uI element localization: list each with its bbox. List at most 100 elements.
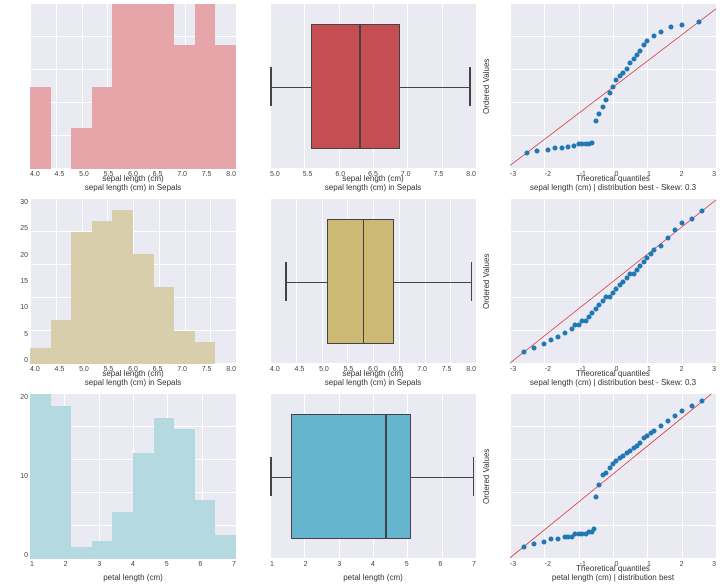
qq-point xyxy=(672,228,677,233)
hist-bar xyxy=(51,406,72,559)
qq-point xyxy=(559,146,564,151)
qq-point xyxy=(696,19,701,24)
qq-point xyxy=(592,527,597,532)
hist-bar xyxy=(112,4,133,169)
qq-ylabel: Ordered Values xyxy=(482,394,494,559)
qqplot-row0: -3-2-10123Theoretical quantilessepal len… xyxy=(480,0,720,195)
hist-bar xyxy=(112,512,133,559)
hist-bar xyxy=(133,254,154,364)
histogram-row0: 4.04.55.05.56.06.57.07.58.0sepal length … xyxy=(0,0,240,195)
hist-bar xyxy=(51,320,72,364)
qq-point xyxy=(659,29,664,34)
chart-grid: 4.04.55.05.56.06.57.07.58.0sepal length … xyxy=(0,0,720,585)
qq-point xyxy=(679,22,684,27)
qq-point xyxy=(669,25,674,30)
qq-point xyxy=(679,220,684,225)
box xyxy=(327,219,394,344)
hist-bar xyxy=(71,128,92,169)
qq-point xyxy=(638,48,643,53)
qqplot-row1: -3-2-10123Theoretical quantilessepal len… xyxy=(480,195,720,390)
qq-point xyxy=(532,346,537,351)
qq-point xyxy=(689,216,694,221)
qq-point xyxy=(665,419,670,424)
hist-bar xyxy=(71,547,92,559)
hist-bar xyxy=(195,4,216,169)
qq-point xyxy=(624,66,629,71)
qq-point xyxy=(652,428,657,433)
qq-point xyxy=(652,33,657,38)
qq-point xyxy=(645,39,650,44)
hist-bar xyxy=(92,541,113,559)
qq-point xyxy=(604,470,609,475)
qq-point xyxy=(700,208,705,213)
hist-bar xyxy=(30,394,51,559)
box-xlabel: petal length (cm) xyxy=(270,574,476,583)
hist-bar xyxy=(92,87,113,170)
hist-bar xyxy=(195,342,216,364)
qq-point xyxy=(542,539,547,544)
qq-xlabel: Theoretical quantilessepal length (cm) |… xyxy=(510,370,716,388)
hist-bar xyxy=(133,453,154,559)
hist-bar xyxy=(30,87,51,170)
hist-xlabel: sepal length (cm)sepal length (cm) in Se… xyxy=(30,175,236,193)
qq-point xyxy=(542,342,547,347)
box xyxy=(311,24,400,149)
boxplot-row2: 1234567petal length (cm) xyxy=(240,390,480,585)
qq-point xyxy=(600,105,605,110)
box-xlabel: sepal length (cm)sepal length (cm) in Se… xyxy=(270,175,476,193)
qq-point xyxy=(549,537,554,542)
qq-point xyxy=(556,537,561,542)
qq-point xyxy=(556,334,561,339)
qq-point xyxy=(689,404,694,409)
hist-bar xyxy=(30,348,51,365)
hist-bar xyxy=(195,500,216,559)
boxplot-row0: 5.05.56.06.57.07.58.0sepal length (cm)se… xyxy=(240,0,480,195)
box xyxy=(291,414,411,539)
qq-ylabel: Ordered Values xyxy=(482,4,494,169)
hist-bar xyxy=(215,535,236,559)
qq-point xyxy=(549,338,554,343)
qq-point xyxy=(604,98,609,103)
hist-xlabel: petal length (cm) xyxy=(30,574,236,583)
qq-point xyxy=(525,150,530,155)
qq-point xyxy=(597,483,602,488)
qq-point xyxy=(659,424,664,429)
qq-point xyxy=(659,244,664,249)
qq-point xyxy=(562,330,567,335)
qq-point xyxy=(652,248,657,253)
hist-bar xyxy=(71,232,92,364)
hist-bar xyxy=(174,331,195,364)
qq-point xyxy=(521,544,526,549)
boxplot-row1: 4.04.55.05.56.06.57.07.58.0sepal length … xyxy=(240,195,480,390)
hist-bar xyxy=(133,4,154,169)
qq-point xyxy=(611,84,616,89)
qq-point xyxy=(545,147,550,152)
qq-xlabel: Theoretical quantilessepal length (cm) |… xyxy=(510,175,716,193)
histogram-row1: 4.04.55.05.56.06.57.07.58.0051015202530s… xyxy=(0,195,240,390)
qq-point xyxy=(597,112,602,117)
hist-bar xyxy=(154,418,175,559)
box-xlabel: sepal length (cm)sepal length (cm) in Se… xyxy=(270,370,476,388)
qq-point xyxy=(607,91,612,96)
qq-xlabel: Theoretical quantilespetal length (cm) |… xyxy=(510,565,716,583)
qqplot-row2: -3-2-10123Theoretical quantilespetal len… xyxy=(480,390,720,585)
qq-point xyxy=(593,495,598,500)
hist-bar xyxy=(215,45,236,169)
qq-point xyxy=(638,441,643,446)
hist-bar xyxy=(154,287,175,364)
hist-xlabel: sepal length (cm)sepal length (cm) in Se… xyxy=(30,370,236,388)
hist-bar xyxy=(174,45,195,169)
qq-point xyxy=(593,118,598,123)
hist-bar xyxy=(154,4,175,169)
qq-point xyxy=(521,350,526,355)
qq-point xyxy=(532,542,537,547)
qq-point xyxy=(672,414,677,419)
qq-point xyxy=(590,140,595,145)
qq-point xyxy=(700,399,705,404)
hist-bar xyxy=(112,210,133,364)
hist-bar xyxy=(92,221,113,364)
qq-point xyxy=(552,146,557,151)
qq-point xyxy=(679,409,684,414)
qq-point xyxy=(535,149,540,154)
qq-ylabel: Ordered Values xyxy=(482,199,494,364)
